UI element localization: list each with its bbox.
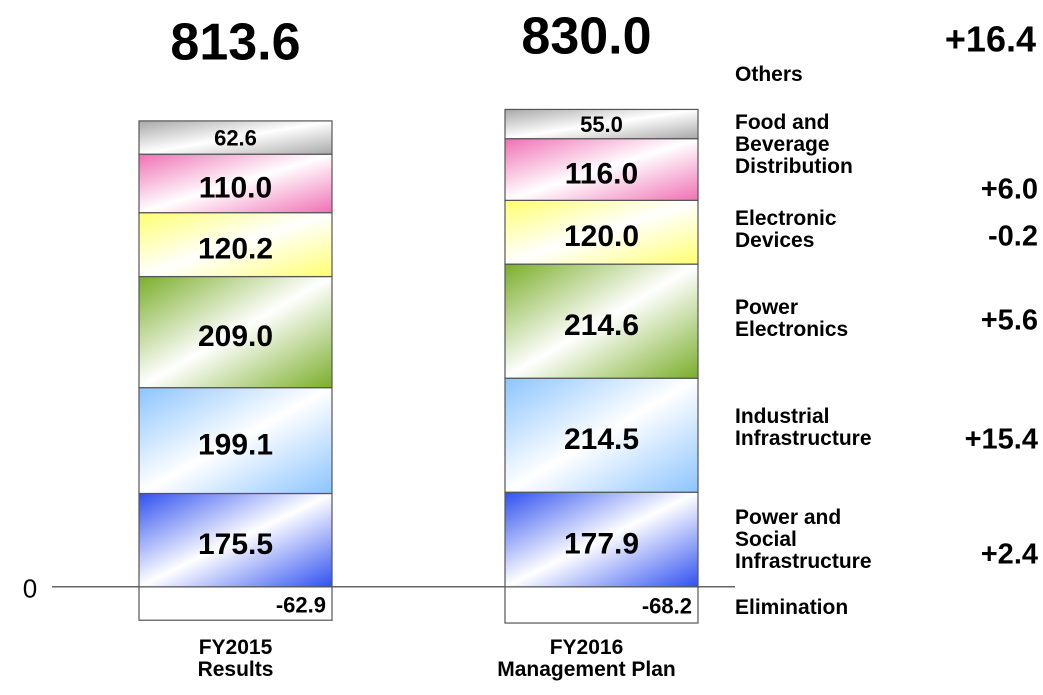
data-label: -62.9 xyxy=(276,592,326,617)
total-change-label: +16.4 xyxy=(945,19,1036,60)
bar-segment xyxy=(138,586,333,621)
total-label: 830.0 xyxy=(521,8,651,66)
legend-label: Industrial Infrastructure xyxy=(735,405,872,450)
legend-label: Food and Beverage Distribution xyxy=(735,111,853,178)
legend-label: Electronic Devices xyxy=(735,207,837,252)
change-label: +15.4 xyxy=(965,424,1038,456)
data-label: 62.6 xyxy=(214,125,257,150)
bar-segment xyxy=(504,377,699,493)
data-label: 116.0 xyxy=(565,157,638,190)
data-label: -68.2 xyxy=(642,594,692,619)
legend-label: Elimination xyxy=(735,596,849,619)
data-label: 55.0 xyxy=(580,112,623,137)
bar-segment xyxy=(504,108,699,140)
legend-label: Others xyxy=(735,63,803,86)
change-label: +5.6 xyxy=(981,305,1038,337)
change-label: +2.4 xyxy=(981,539,1038,571)
bar-segment xyxy=(504,491,699,588)
y-tick-label: 0 xyxy=(23,574,37,604)
change-label: +6.0 xyxy=(981,174,1038,206)
data-label: 199.1 xyxy=(198,429,273,462)
bar-segment xyxy=(504,586,699,624)
legend-label: Power Electronics xyxy=(735,296,849,341)
data-label: 120.2 xyxy=(198,233,273,266)
bar-segment xyxy=(504,263,699,379)
bar-segment xyxy=(504,199,699,265)
data-label: 209.0 xyxy=(198,320,273,353)
bar-segment xyxy=(138,120,333,155)
bar-segment xyxy=(138,153,333,214)
change-label: -0.2 xyxy=(988,221,1038,253)
data-label: 110.0 xyxy=(199,171,272,204)
bar-segment xyxy=(504,138,699,201)
data-label: 120.0 xyxy=(564,220,639,253)
data-label: 214.6 xyxy=(564,309,639,342)
category-label: FY2016 Management Plan xyxy=(497,636,676,681)
bar-segment xyxy=(138,492,333,588)
data-label: 175.5 xyxy=(198,528,273,561)
legend-label: Power and Social Infrastructure xyxy=(735,506,872,573)
data-label: 214.5 xyxy=(564,423,639,456)
bar-segment xyxy=(138,275,333,389)
total-label: 813.6 xyxy=(170,14,300,72)
category-label: FY2015 Results xyxy=(197,636,274,681)
data-label: 177.9 xyxy=(564,527,639,560)
bar-segment xyxy=(138,212,333,278)
